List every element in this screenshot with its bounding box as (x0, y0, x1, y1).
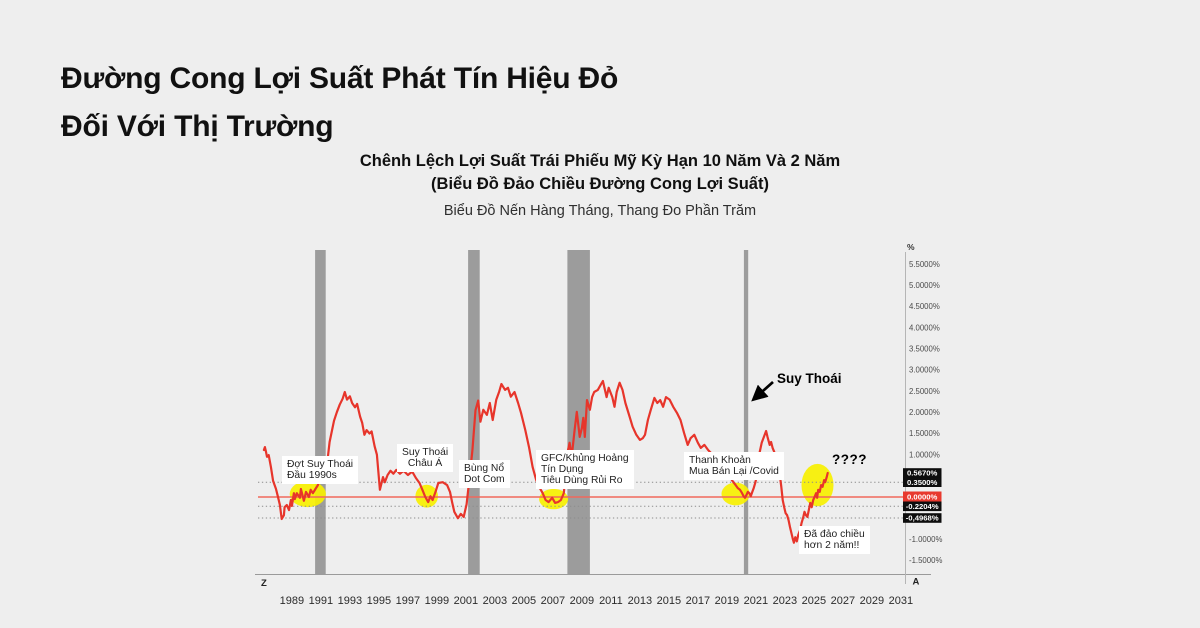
annotation-inverted-two-years: Đã đảo chiều hơn 2 năm!! (799, 526, 870, 554)
y-tick-label: 3.0000% (909, 366, 940, 375)
x-tick-label: 2017 (686, 595, 710, 607)
price-badge (903, 491, 942, 503)
price-badge (903, 513, 942, 523)
annotation-dotcom-boom: Bùng Nổ Dot Com (459, 460, 510, 488)
price-badge-label: 0.3500% (907, 478, 938, 487)
chart-header: Chênh Lệch Lợi Suất Trái Phiếu Mỹ Kỳ Hạn… (250, 150, 950, 219)
x-tick-label: 2023 (773, 595, 797, 607)
axis-corner-letter-right: A (913, 577, 920, 588)
y-tick-label: 1.5000% (909, 429, 940, 438)
annotation-gfc-credit-crisis: GFC/Khủng Hoảng Tín Dụng Tiêu Dùng Rủi R… (536, 450, 634, 489)
axis-layer: % 5.5000% 5.0000% 4.5000% 4.0000% 3.5000% 3.00… (255, 242, 942, 607)
price-badge-label: -0,4968% (906, 514, 939, 523)
x-tick-label: 1995 (367, 595, 391, 607)
annotation-repo-covid: Thanh Khoản Mua Bán Lại /Covid (684, 452, 784, 480)
axis-corner-letter-left: Z (261, 578, 267, 589)
x-tick-label: 2027 (831, 595, 855, 607)
x-tick-label: 2021 (744, 595, 768, 607)
y-tick-label: 2.5000% (909, 387, 940, 396)
x-tick-label: 1993 (338, 595, 362, 607)
highlight-ellipse (415, 484, 439, 508)
y-tick-label: 4.5000% (909, 302, 940, 311)
x-tick-label: 1999 (425, 595, 449, 607)
x-tick-label: 1997 (396, 595, 420, 607)
x-tick-label: 2009 (570, 595, 594, 607)
highlight-ellipse (721, 482, 750, 506)
price-badge (903, 477, 942, 487)
y-tick-label: 4.0000% (909, 323, 940, 332)
chart-title: Chênh Lệch Lợi Suất Trái Phiếu Mỹ Kỳ Hạn… (359, 152, 841, 170)
x-tick-label: 2015 (657, 595, 681, 607)
x-tick-label: 2029 (860, 595, 884, 607)
x-tick-label: 2025 (802, 595, 826, 607)
annotation-question-marks: ???? (832, 452, 867, 467)
x-tick-label: 2005 (512, 595, 536, 607)
page-title-line2: Đối Với Thị Trường (61, 110, 334, 143)
x-tick-label: 2019 (715, 595, 739, 607)
price-badge-label: 0.5670% (907, 469, 938, 478)
price-badge-label: -0.2204% (906, 502, 939, 511)
recession-band (315, 250, 326, 574)
x-tick-label: 2003 (483, 595, 507, 607)
y-tick-label: 2.0000% (909, 408, 940, 417)
price-badge (903, 468, 942, 478)
y-tick-label: 1.0000% (909, 450, 940, 459)
x-tick-label: 1989 (280, 595, 304, 607)
x-tick-label: 2031 (889, 595, 913, 607)
recession-band (468, 250, 480, 574)
x-tick-label: 2011 (599, 595, 623, 607)
y-tick-label: 3.5000% (909, 345, 940, 354)
highlight-ellipse (801, 463, 834, 507)
annotation-recession-label: Suy Thoái (777, 371, 842, 386)
annotation-early-1990s-recession: Đợt Suy Thoái Đầu 1990s (282, 456, 359, 484)
y-tick-label: -1.5000% (909, 556, 942, 565)
recession-band (743, 250, 749, 574)
recession-pointer-arrow (751, 380, 774, 402)
arrow-line (751, 380, 774, 402)
page-title: Đường Cong Lợi Suất Phát Tín Hiệu Đỏ Đối… (61, 55, 618, 151)
annotation-asian-crisis: Suy Thoái Châu Á (397, 444, 454, 472)
x-tick-label: 2013 (628, 595, 652, 607)
price-badge-label: 0.0000% (907, 493, 938, 502)
price-badge (903, 501, 942, 512)
y-tick-label: -1.0000% (909, 535, 942, 544)
chart-subtitle: (Biểu Đồ Đảo Chiều Đường Cong Lợi Suất) (431, 175, 769, 193)
x-tick-label: 2001 (454, 595, 478, 607)
recession-band (567, 250, 590, 574)
x-tick-label: 2007 (541, 595, 565, 607)
y-tick-label: 5.5000% (909, 260, 940, 269)
chart-note: Biểu Đồ Nến Hàng Tháng, Thang Đo Phần Tr… (443, 203, 757, 219)
page-title-line1: Đường Cong Lợi Suất Phát Tín Hiệu Đỏ (61, 62, 619, 95)
x-tick-label: 1991 (309, 595, 333, 607)
y-axis-unit: % (907, 242, 915, 252)
y-tick-label: 5.0000% (909, 281, 940, 290)
